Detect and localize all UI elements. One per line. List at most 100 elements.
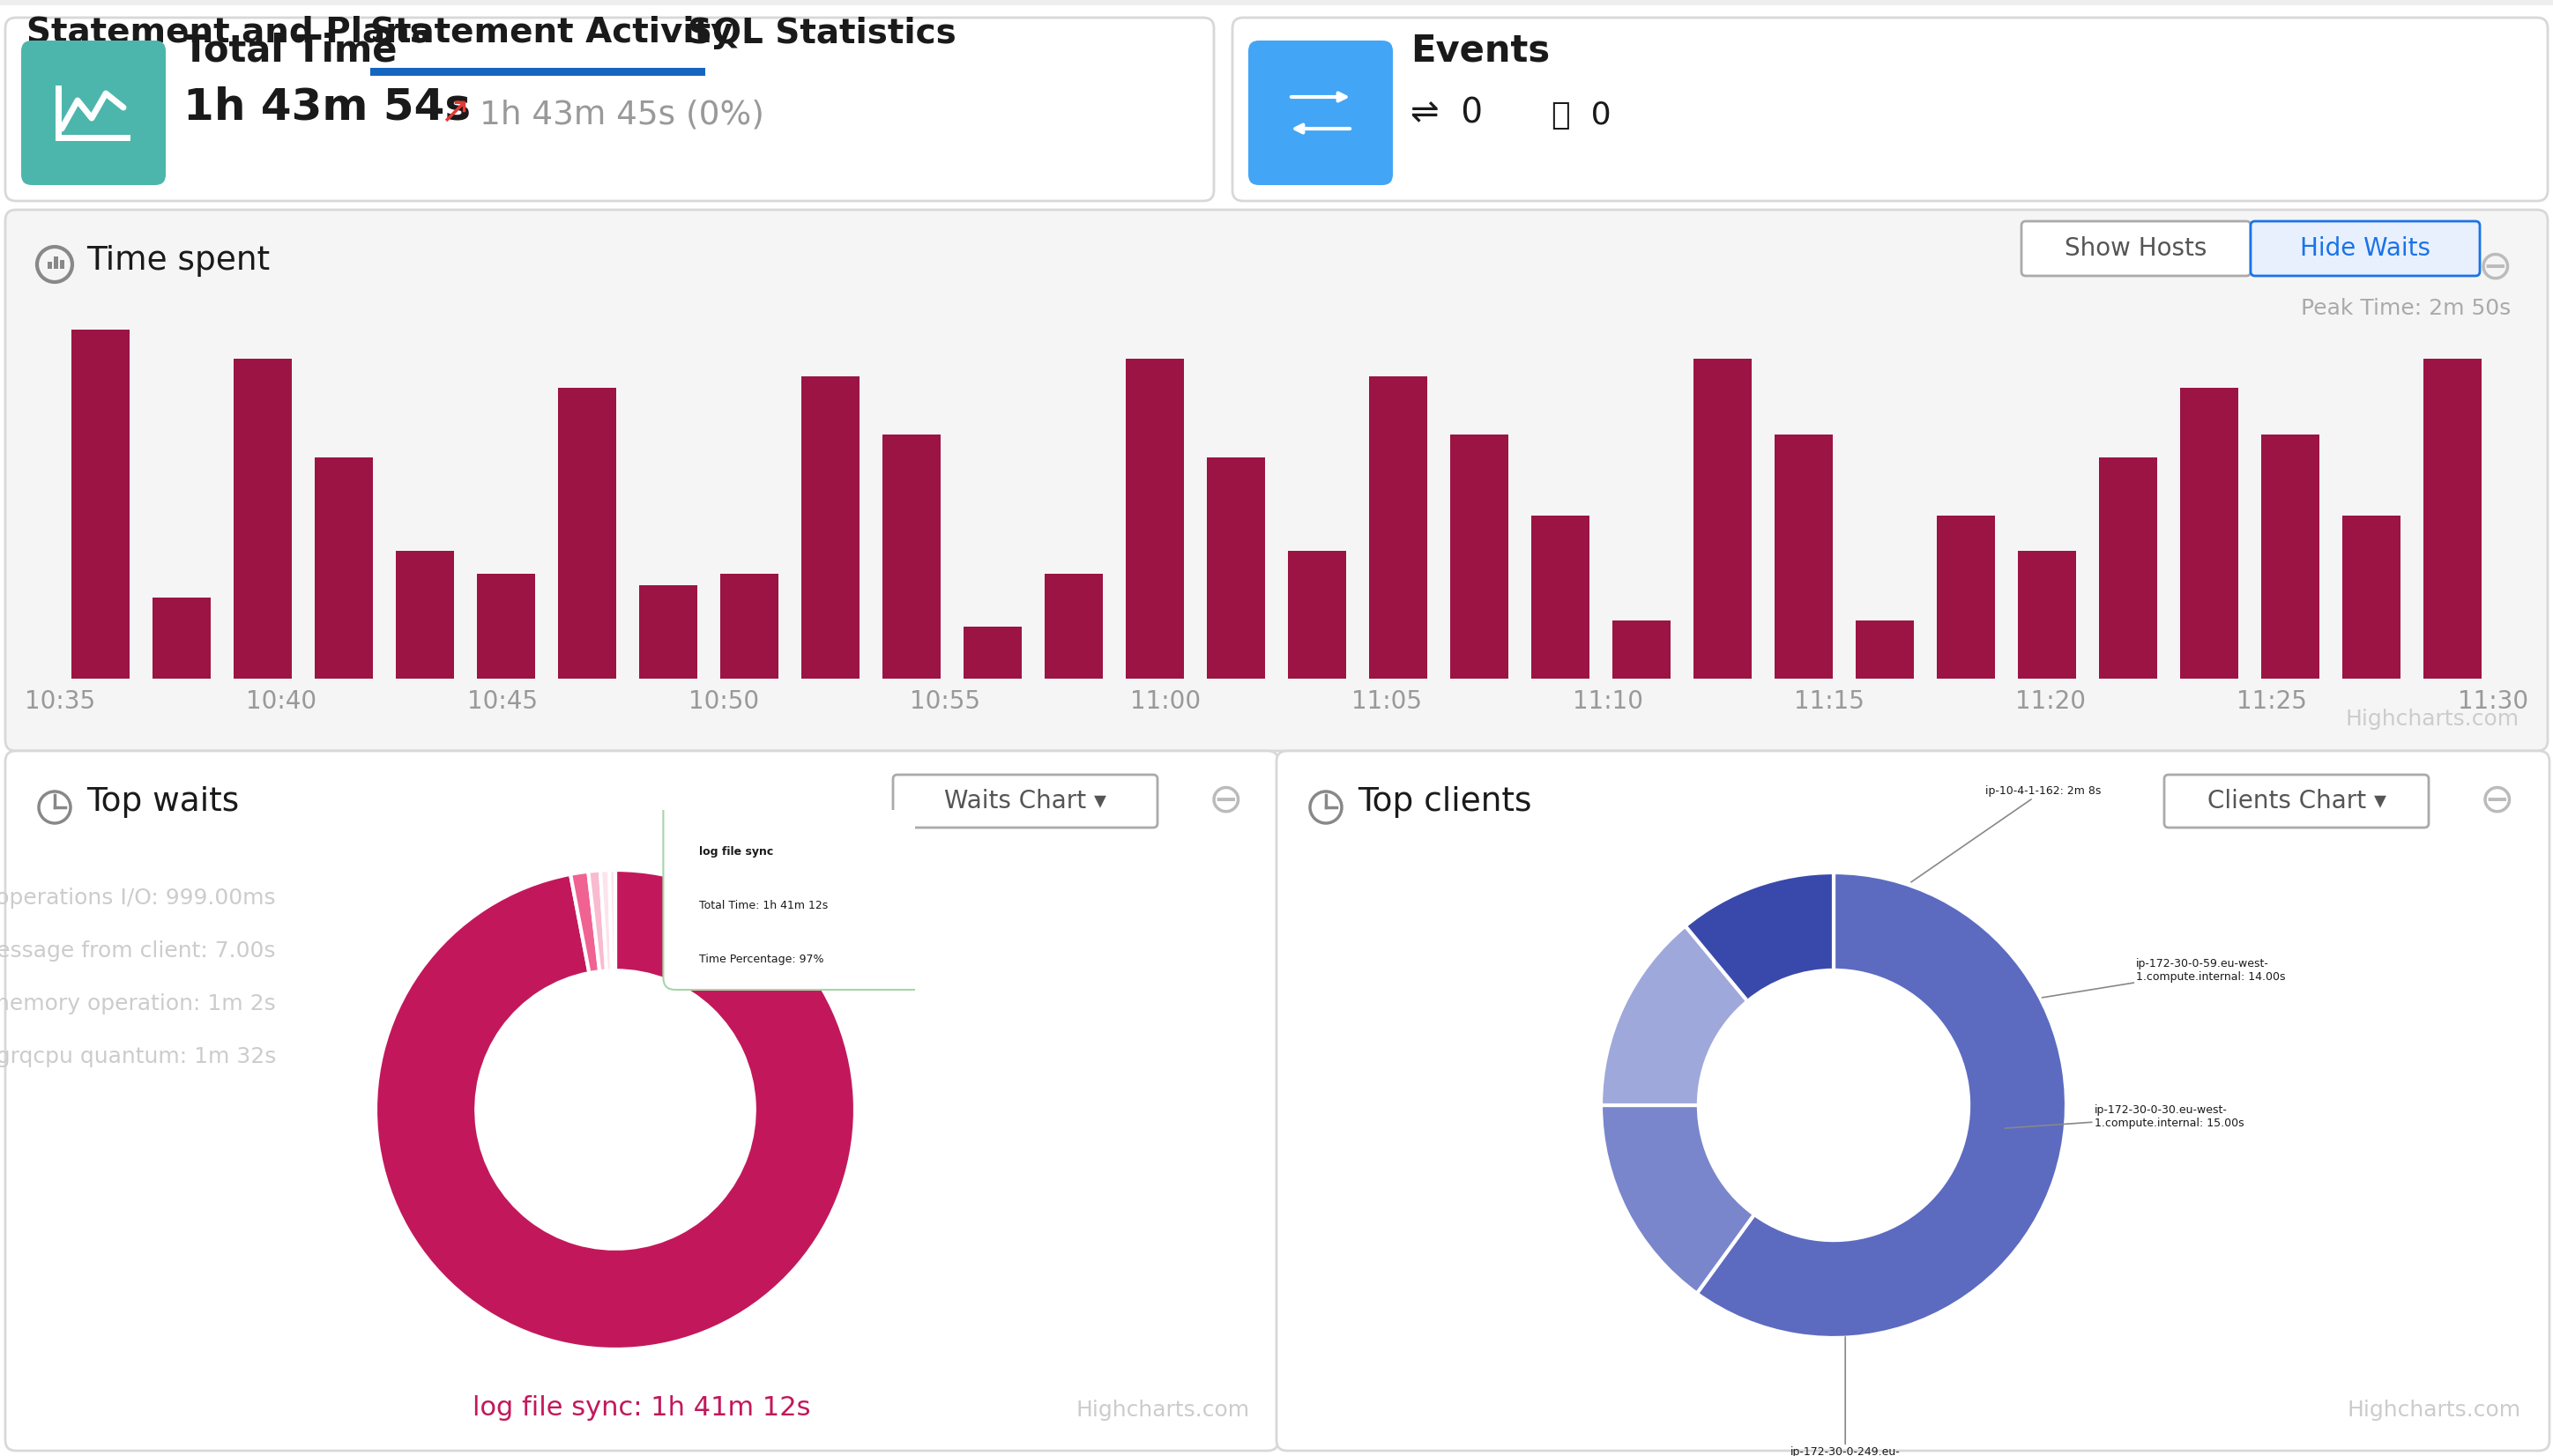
Wedge shape bbox=[600, 871, 613, 971]
Bar bbox=[2423, 358, 2482, 678]
Text: 11:30: 11:30 bbox=[2459, 689, 2527, 713]
Bar bbox=[477, 574, 536, 678]
Bar bbox=[396, 550, 454, 678]
Text: Time Percentage: 97%: Time Percentage: 97% bbox=[700, 954, 825, 965]
Text: Disk file operations I/O: 999.00ms: Disk file operations I/O: 999.00ms bbox=[0, 888, 276, 909]
Text: PGA memory operation: 1m 2s: PGA memory operation: 1m 2s bbox=[0, 993, 276, 1015]
FancyBboxPatch shape bbox=[5, 17, 1213, 201]
Text: 11:10: 11:10 bbox=[1573, 689, 1644, 713]
Wedge shape bbox=[1601, 1105, 1754, 1293]
Text: 10:35: 10:35 bbox=[26, 689, 94, 713]
Text: Total Time: 1h 41m 12s: Total Time: 1h 41m 12s bbox=[700, 900, 827, 911]
Bar bbox=[1856, 620, 1915, 678]
Bar bbox=[883, 434, 940, 678]
Text: 10:45: 10:45 bbox=[467, 689, 539, 713]
Bar bbox=[802, 376, 860, 678]
Text: Statement and Plans: Statement and Plans bbox=[26, 16, 429, 50]
Bar bbox=[2180, 387, 2239, 678]
FancyBboxPatch shape bbox=[1276, 751, 2550, 1450]
Wedge shape bbox=[375, 869, 855, 1350]
Text: 11:25: 11:25 bbox=[2236, 689, 2308, 713]
Bar bbox=[54, 256, 59, 269]
Bar bbox=[1693, 358, 1751, 678]
Text: Highcharts.com: Highcharts.com bbox=[1077, 1399, 1251, 1421]
Text: Show Hosts: Show Hosts bbox=[2065, 236, 2208, 261]
Text: 10:50: 10:50 bbox=[689, 689, 758, 713]
Text: ↗: ↗ bbox=[439, 93, 470, 131]
Text: ⇌  0: ⇌ 0 bbox=[1409, 98, 1483, 131]
Text: ip-172-30-0-249.eu-
west-1.compute.internal:: ip-172-30-0-249.eu- west-1.compute.inter… bbox=[1777, 1337, 1915, 1456]
Bar bbox=[2017, 550, 2076, 678]
Bar bbox=[49, 262, 51, 269]
FancyBboxPatch shape bbox=[5, 751, 1279, 1450]
Bar bbox=[1532, 515, 1591, 678]
FancyBboxPatch shape bbox=[664, 798, 1034, 990]
FancyBboxPatch shape bbox=[2022, 221, 2252, 275]
Bar bbox=[2099, 457, 2157, 678]
Text: 1h 43m 54s: 1h 43m 54s bbox=[184, 86, 470, 128]
Bar bbox=[1287, 550, 1345, 678]
Bar bbox=[1938, 515, 1994, 678]
Text: 11:00: 11:00 bbox=[1131, 689, 1202, 713]
Bar bbox=[1368, 376, 1427, 678]
Text: log file sync: log file sync bbox=[700, 846, 774, 858]
Wedge shape bbox=[569, 872, 600, 973]
Text: 11:05: 11:05 bbox=[1353, 689, 1422, 713]
FancyBboxPatch shape bbox=[20, 41, 166, 185]
Text: 🗃  0: 🗃 0 bbox=[1552, 100, 1611, 131]
Bar bbox=[1208, 457, 1266, 678]
Wedge shape bbox=[1698, 872, 2065, 1338]
Bar bbox=[559, 387, 615, 678]
FancyBboxPatch shape bbox=[1248, 41, 1394, 185]
Text: ⊖: ⊖ bbox=[2476, 249, 2512, 288]
Text: Top clients: Top clients bbox=[1358, 786, 1532, 818]
Wedge shape bbox=[1685, 872, 1833, 1002]
Text: resmgrqcpu quantum: 1m 32s: resmgrqcpu quantum: 1m 32s bbox=[0, 1047, 276, 1067]
FancyBboxPatch shape bbox=[5, 210, 2548, 751]
Wedge shape bbox=[1601, 926, 1749, 1105]
Text: Total Time: Total Time bbox=[184, 32, 398, 68]
Text: 10:55: 10:55 bbox=[909, 689, 980, 713]
Text: ip-10-4-1-162: 2m 8s: ip-10-4-1-162: 2m 8s bbox=[1912, 785, 2101, 882]
FancyBboxPatch shape bbox=[894, 775, 1157, 827]
Bar bbox=[1450, 434, 1509, 678]
Text: Hide Waits: Hide Waits bbox=[2300, 236, 2430, 261]
Text: ip-172-30-0-59.eu-west-
1.compute.internal: 14.00s: ip-172-30-0-59.eu-west- 1.compute.intern… bbox=[2042, 958, 2285, 997]
Text: Top waits: Top waits bbox=[87, 786, 240, 818]
Bar bbox=[2341, 515, 2400, 678]
Text: Highcharts.com: Highcharts.com bbox=[2346, 709, 2520, 729]
Bar bbox=[720, 574, 779, 678]
Bar bbox=[962, 626, 1021, 678]
Text: 11:20: 11:20 bbox=[2014, 689, 2086, 713]
FancyBboxPatch shape bbox=[1233, 17, 2548, 201]
Bar bbox=[2262, 434, 2321, 678]
Bar bbox=[1774, 434, 1833, 678]
Bar bbox=[1126, 358, 1185, 678]
Bar bbox=[232, 358, 291, 678]
Text: Time spent: Time spent bbox=[87, 245, 271, 277]
Text: 11:15: 11:15 bbox=[1795, 689, 1864, 713]
Bar bbox=[370, 68, 705, 76]
Text: 10:40: 10:40 bbox=[245, 689, 317, 713]
Text: Highcharts.com: Highcharts.com bbox=[2349, 1399, 2522, 1421]
Bar bbox=[638, 585, 697, 678]
Text: Waits Chart ▾: Waits Chart ▾ bbox=[945, 789, 1105, 814]
Text: Clients Chart ▾: Clients Chart ▾ bbox=[2206, 789, 2387, 814]
Text: Statement Activity: Statement Activity bbox=[370, 16, 733, 50]
Text: Peak Time: 2m 50s: Peak Time: 2m 50s bbox=[2300, 298, 2510, 319]
Bar bbox=[314, 457, 373, 678]
Wedge shape bbox=[610, 869, 615, 971]
Bar bbox=[71, 329, 130, 678]
Text: log file sync: 1h 41m 12s: log file sync: 1h 41m 12s bbox=[472, 1395, 812, 1421]
Text: 1h 43m 45s (0%): 1h 43m 45s (0%) bbox=[480, 99, 763, 131]
Text: ip-172-30-0-30.eu-west-
1.compute.internal: 15.00s: ip-172-30-0-30.eu-west- 1.compute.intern… bbox=[2004, 1105, 2244, 1130]
Bar bbox=[59, 261, 64, 269]
Bar bbox=[1613, 620, 1670, 678]
FancyBboxPatch shape bbox=[2252, 221, 2479, 275]
Text: Events: Events bbox=[1409, 32, 1550, 68]
Text: ⊖: ⊖ bbox=[1208, 782, 1243, 821]
Bar bbox=[153, 597, 212, 678]
Bar bbox=[0, 0, 2553, 6]
Text: SQL*Net message from client: 7.00s: SQL*Net message from client: 7.00s bbox=[0, 941, 276, 961]
Text: SQL Statistics: SQL Statistics bbox=[687, 16, 957, 50]
